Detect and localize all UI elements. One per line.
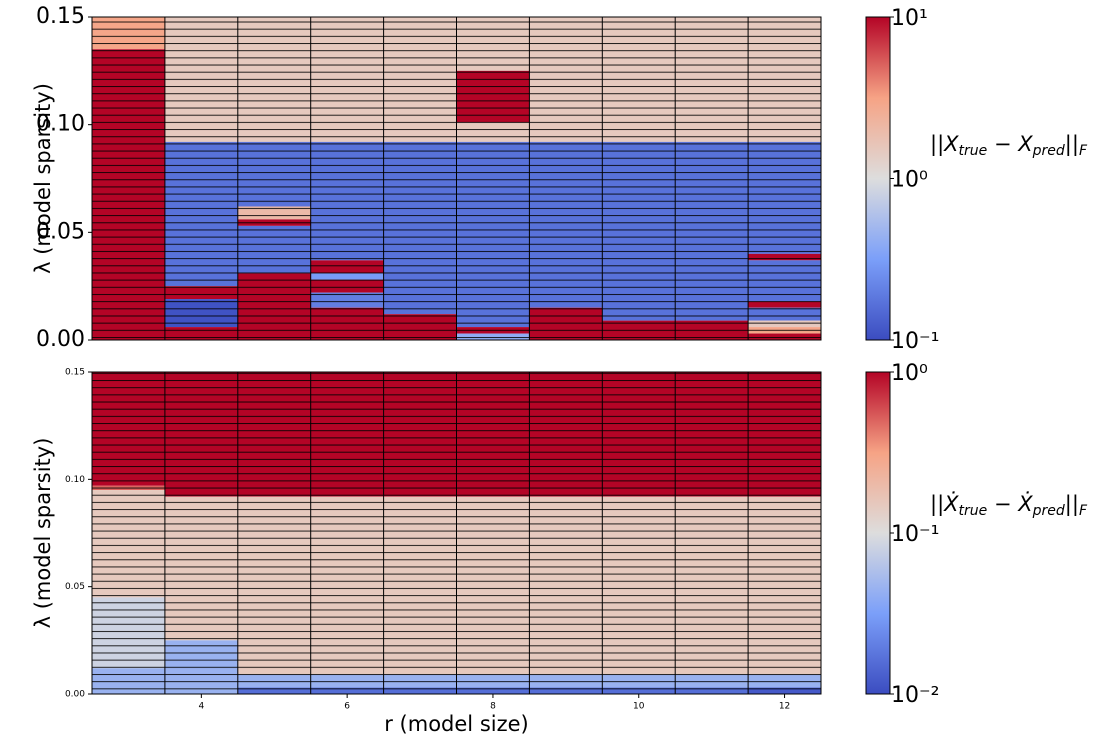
colorbar-label-part: || xyxy=(1065,492,1079,517)
y-tick-label: 0.10 xyxy=(36,112,85,137)
colorbar-label-part: F xyxy=(1079,143,1088,159)
x-tick-label: 6 xyxy=(344,702,350,712)
colorbar-tick-label: 10⁰ xyxy=(891,361,928,386)
colorbar-tick-label: 10⁻² xyxy=(891,683,939,708)
y-tick-label: 0.15 xyxy=(36,4,85,29)
colorbar xyxy=(865,371,891,695)
colorbar-label-part: − X xyxy=(987,132,1033,156)
y-tick-label: 0.05 xyxy=(65,582,85,592)
y-tick-label: 0.00 xyxy=(36,327,85,352)
y-tick-label: 0.05 xyxy=(36,219,85,244)
colorbar-label-part: true xyxy=(959,143,988,159)
colorbar-label-part: pred xyxy=(1032,143,1065,159)
colorbar-label-part: pred xyxy=(1032,503,1065,519)
colorbar-tick-label: 10⁻¹ xyxy=(891,522,939,547)
colorbar-label-part: ||Ẋ xyxy=(930,491,959,517)
plot-frame xyxy=(91,16,822,341)
y-axis-label: λ (model sparsity) xyxy=(31,438,55,629)
colorbar-tick-label: 10⁰ xyxy=(891,168,928,193)
y-tick-label: 0.10 xyxy=(65,475,85,485)
x-tick-label: 4 xyxy=(198,702,204,712)
colorbar-tick-label: 10⁻¹ xyxy=(891,329,939,354)
colorbar-label: ||Ẋtrue − Ẋpred||F xyxy=(930,491,1088,519)
colorbar-tick-label: 10¹ xyxy=(891,6,928,31)
colorbar-label-part: − Ẋ xyxy=(987,491,1033,516)
plot-frame xyxy=(91,371,822,695)
colorbar-label-part: || xyxy=(1065,132,1079,157)
colorbar xyxy=(865,16,891,341)
x-tick-label: 12 xyxy=(779,702,790,712)
x-axis-label: r (model size) xyxy=(384,712,528,736)
colorbar-label-part: F xyxy=(1079,503,1088,519)
colorbar-label-part: ||X xyxy=(930,132,959,157)
y-tick-label: 0.00 xyxy=(65,690,85,700)
colorbar-label-part: true xyxy=(959,503,988,519)
x-tick-label: 8 xyxy=(490,702,496,712)
y-axis-label: λ (model sparsity) xyxy=(31,83,55,274)
x-tick-label: 10 xyxy=(633,702,645,712)
colorbar-label: ||Xtrue − Xpred||F xyxy=(930,132,1088,159)
y-tick-label: 0.15 xyxy=(65,368,85,378)
